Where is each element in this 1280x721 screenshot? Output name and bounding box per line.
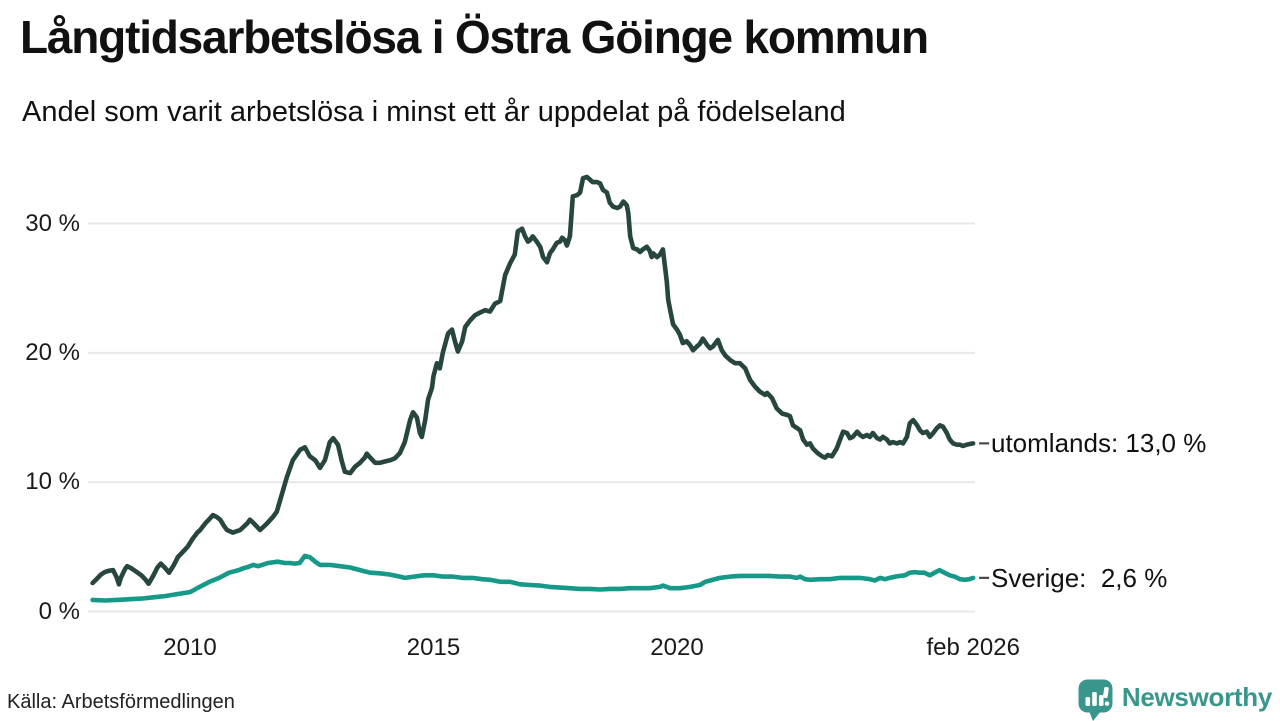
newsworthy-wordmark: Newsworthy xyxy=(1121,681,1272,712)
series-end-label-utomlands: utomlands: 13,0 % xyxy=(991,428,1207,459)
page-title: Långtidsarbetslösa i Östra Göinge kommun xyxy=(20,11,929,63)
x-axis-tick-2015: 2015 xyxy=(406,634,461,661)
line-utomlands xyxy=(90,174,976,587)
y-axis-tick-20: 20 % xyxy=(25,338,80,366)
newsworthy-bubble-chart-icon xyxy=(1078,679,1113,721)
y-axis-tick-0: 0 % xyxy=(38,597,80,625)
y-axis-tick-30: 30 % xyxy=(25,209,80,237)
series-end-label-Sverige: Sverige: 2,6 % xyxy=(991,562,1168,593)
x-axis-tick-2010: 2010 xyxy=(163,634,217,661)
x-axis-tick-feb-2026: feb 2026 xyxy=(926,634,1020,661)
y-axis-tick-10: 10 % xyxy=(25,468,80,496)
newsworthy-logo: Newsworthy xyxy=(1077,678,1272,721)
page-subtitle: Andel som varit arbetslösa i minst ett å… xyxy=(22,96,846,128)
x-axis-tick-2020: 2020 xyxy=(650,634,704,661)
line-Sverige xyxy=(90,553,976,603)
source-note: Källa: Arbetsförmedlingen xyxy=(7,691,235,713)
